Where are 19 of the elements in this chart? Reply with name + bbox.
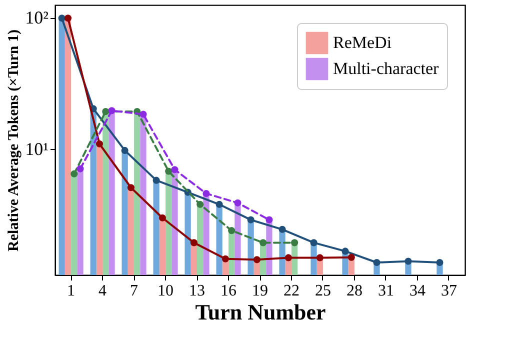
x-tick-label: 25 [314,282,331,300]
x-tick-label: 7 [130,282,138,300]
x-tick-label: 19 [252,282,268,300]
x-tick-label: 31 [378,282,394,300]
y-tick-label: 10² [25,8,48,28]
x-tick-label: 4 [98,282,107,300]
y-axis-title: Relative Average Tokens (×Turn 1) [6,30,22,252]
legend-label: Multi-character [333,59,440,78]
x-tick-label: 34 [409,282,426,300]
x-axis-title: Turn Number [195,300,326,324]
x-tick-label: 1 [67,282,76,300]
x-tick-label: 22 [283,282,300,300]
x-tick-label: 37 [440,282,457,300]
y-tick-label: 10¹ [25,138,48,159]
x-tick-label: 13 [189,282,206,300]
x-tick-label: 28 [346,282,362,300]
x-tick-label: 10 [158,282,174,300]
legend-label: ReMeDi [333,33,392,52]
x-tick-label: 16 [220,282,237,300]
